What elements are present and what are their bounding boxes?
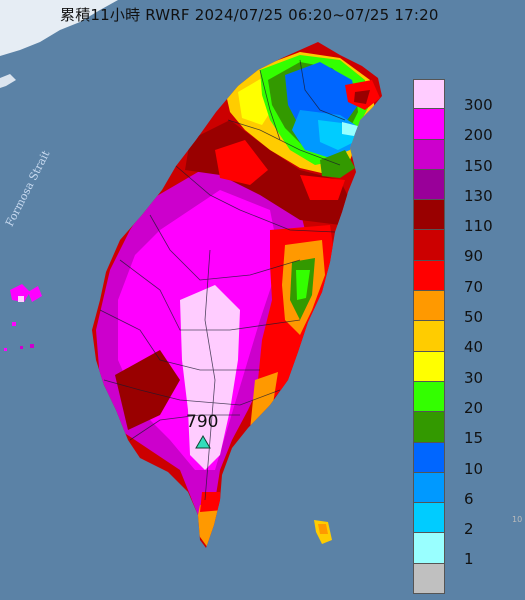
- legend-label: 110: [464, 217, 493, 236]
- legend-item: 40: [413, 321, 519, 356]
- legend-item: 10: [413, 442, 519, 478]
- legend-swatch: [413, 533, 445, 564]
- legend-swatch: [413, 200, 445, 231]
- legend-swatch: [413, 412, 445, 443]
- rainfall-layers: [96, 52, 380, 548]
- legend-label: 6: [464, 489, 474, 508]
- legend-swatch: [413, 442, 445, 473]
- legend-item: 150: [413, 139, 519, 175]
- legend-item: 130: [413, 169, 519, 205]
- legend-item: 50: [413, 291, 519, 326]
- legend-label: 10: [464, 459, 484, 478]
- legend-label: 70: [464, 277, 484, 296]
- rainfall-legend: 300 200 150 130 110 90 70 50 40 30 20 15 10 6 2 1: [413, 79, 519, 595]
- legend-swatch: [413, 563, 445, 595]
- legend-item: 70: [413, 260, 519, 296]
- legend-swatch: [413, 79, 445, 110]
- legend-swatch: [413, 169, 445, 201]
- orchid-island-peak: [318, 524, 328, 534]
- island-outline: [0, 74, 16, 88]
- legend-item: 20: [413, 381, 519, 417]
- legend-swatch: [413, 260, 445, 292]
- legend-item: 90: [413, 230, 519, 265]
- legend-label: 200: [464, 126, 493, 145]
- peak-value-label: 790: [186, 412, 219, 432]
- legend-label: 300: [464, 96, 493, 114]
- map-title: 累積11小時 RWRF 2024/07/25 06:20~07/25 17:20: [60, 6, 439, 24]
- legend-item: [413, 563, 519, 595]
- legend-item: 6: [413, 472, 519, 508]
- legend-swatch: [413, 472, 445, 504]
- penghu-islands: [4, 284, 42, 351]
- china-coast: [0, 0, 118, 56]
- legend-label: 150: [464, 156, 493, 175]
- legend-swatch: [413, 139, 445, 170]
- legend-swatch: [413, 109, 445, 140]
- legend-swatch: [413, 381, 445, 413]
- legend-label: 20: [464, 398, 484, 417]
- legend-label: 30: [464, 368, 484, 387]
- legend-item: 15: [413, 412, 519, 447]
- legend-label: 90: [464, 247, 484, 266]
- county-borders: [99, 59, 346, 501]
- legend-label: 2: [464, 520, 474, 539]
- peak-marker-icon: [195, 435, 211, 449]
- legend-label: 130: [464, 186, 493, 205]
- legend-label: 50: [464, 308, 484, 327]
- corner-mark: 10: [512, 515, 523, 524]
- legend-swatch: [413, 321, 445, 352]
- legend-item: 300: [413, 79, 519, 114]
- legend-item: 110: [413, 200, 519, 235]
- legend-label: 15: [464, 429, 484, 448]
- legend-swatch: [413, 351, 445, 382]
- legend-swatch: [413, 503, 445, 534]
- legend-item: 1: [413, 533, 519, 568]
- legend-swatch: [413, 230, 445, 261]
- legend-label: 40: [464, 338, 484, 357]
- legend-swatch: [413, 291, 445, 322]
- legend-item: 200: [413, 109, 519, 144]
- legend-item: 30: [413, 351, 519, 387]
- legend-item: 2: [413, 503, 519, 538]
- legend-label: 1: [464, 550, 474, 569]
